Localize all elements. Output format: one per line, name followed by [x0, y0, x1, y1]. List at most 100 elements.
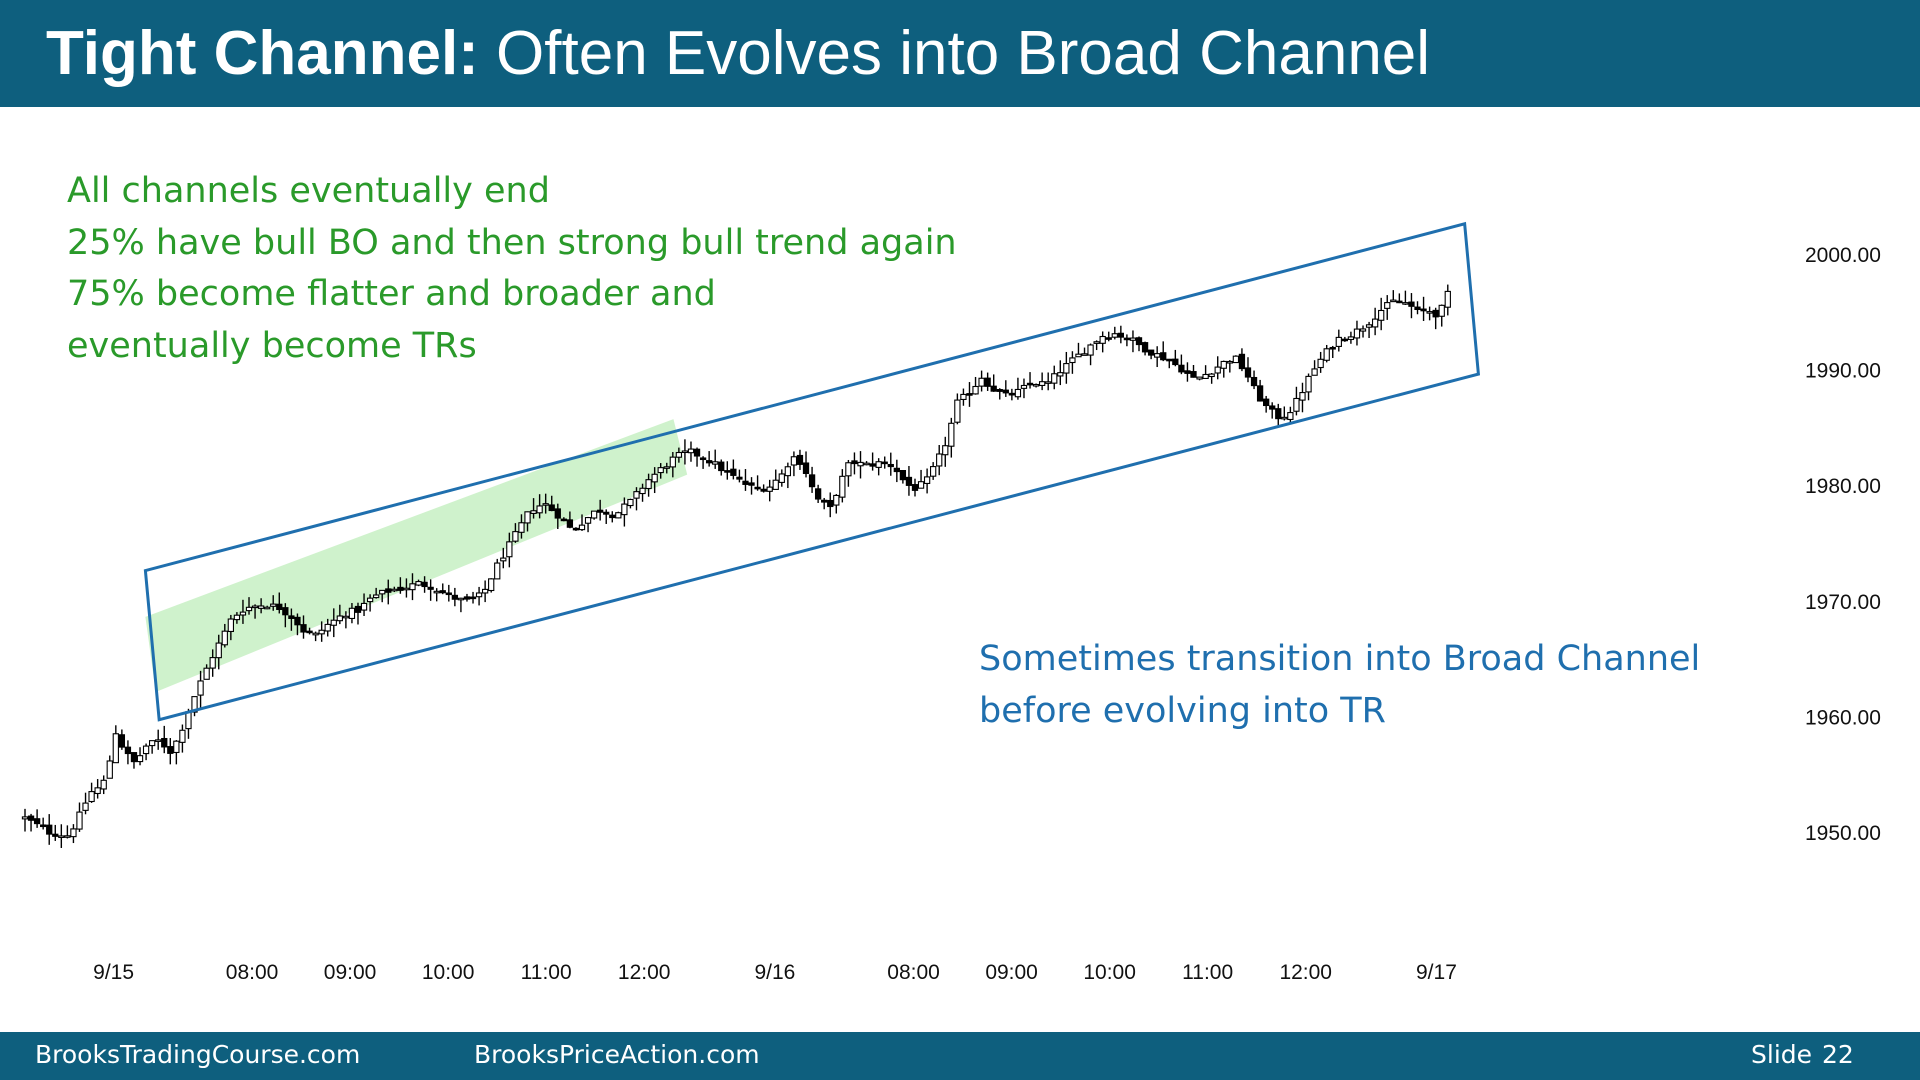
candle [718, 459, 725, 476]
candle [615, 511, 622, 519]
candle-body [1365, 324, 1373, 328]
candle-body [1075, 353, 1082, 358]
candle-body [1214, 366, 1221, 374]
candle-body [554, 508, 561, 519]
candle-body [233, 614, 241, 621]
candle [1057, 360, 1064, 386]
candle [288, 608, 295, 631]
candle-body [572, 527, 580, 531]
candle-body [1099, 335, 1106, 344]
price-chart: 2000.00 1990.00 1980.00 1970.00 1960.00 1950.… [21, 221, 1881, 984]
candle [693, 447, 701, 467]
candle [167, 738, 174, 765]
candle-body [82, 802, 89, 811]
candle [1347, 331, 1355, 344]
candle [257, 598, 265, 614]
candle [112, 725, 119, 764]
x-tick-label: 11:00 [1182, 961, 1233, 984]
candle-body [221, 630, 228, 646]
candle-body [1057, 372, 1064, 377]
candle-body [1038, 381, 1046, 386]
candle [1238, 348, 1246, 372]
candle [475, 586, 483, 606]
candle [1269, 402, 1276, 419]
candle-body [1347, 336, 1355, 341]
y-tick-label: 1980.00 [1805, 475, 1881, 498]
candle-body [730, 468, 737, 476]
candle [597, 499, 604, 521]
candle [494, 558, 501, 580]
candle [324, 618, 331, 637]
candle [1244, 357, 1252, 383]
candle-body [385, 588, 392, 593]
candle-body [463, 596, 471, 600]
candle-body [264, 606, 271, 610]
x-tick-label: 12:00 [1279, 961, 1332, 984]
candle-body [1329, 346, 1336, 350]
candle [651, 467, 658, 494]
candle-body [469, 596, 477, 600]
candle-body [899, 470, 907, 481]
candle-body [1045, 381, 1052, 384]
candle-body [276, 603, 283, 611]
candle [578, 514, 586, 531]
candle [463, 593, 471, 602]
candle [512, 523, 519, 543]
candle [251, 604, 259, 619]
candle-body [1123, 337, 1131, 341]
candle-body [481, 588, 489, 594]
candle-body [718, 461, 725, 472]
candle-body [560, 518, 567, 522]
candle-body [663, 466, 670, 469]
candle-body [94, 787, 101, 795]
candle-body [875, 461, 882, 468]
candle [427, 579, 434, 601]
candle-body [1178, 364, 1185, 373]
candle-body [1438, 304, 1445, 317]
candle-body [566, 519, 574, 528]
candle-body [64, 835, 71, 838]
candle [500, 547, 507, 569]
candle-body [21, 816, 29, 820]
candle-body [742, 480, 749, 485]
candle-body [270, 603, 277, 607]
candle [88, 782, 95, 803]
candle-body [1341, 338, 1349, 342]
candle-body [1232, 355, 1240, 364]
footer-bar: BrooksTradingCourse.com BrooksPriceActio… [0, 1032, 1920, 1080]
candle [1160, 341, 1167, 362]
candle-body [942, 445, 949, 456]
candle [736, 469, 743, 483]
candle [227, 614, 234, 641]
candle [524, 511, 531, 532]
candle [100, 775, 107, 795]
candle [948, 417, 955, 458]
y-tick-label: 1960.00 [1805, 706, 1881, 729]
candle [46, 814, 53, 845]
candle [784, 462, 792, 489]
candle-body [148, 740, 156, 747]
candle-body [185, 711, 192, 730]
candle [657, 463, 664, 479]
footer-site-1[interactable]: BrooksTradingCourse.com [35, 1040, 361, 1069]
candle-body [142, 745, 150, 755]
candle-body [155, 739, 162, 742]
candle-body [905, 476, 913, 486]
candle-body [197, 680, 204, 696]
footer-site-2[interactable]: BrooksPriceAction.com [474, 1040, 760, 1069]
candle-body [100, 779, 107, 790]
candle [70, 824, 77, 844]
candle [1281, 406, 1288, 421]
candle-body [1263, 398, 1270, 407]
candle [548, 495, 555, 512]
candle [1359, 325, 1367, 338]
candle [1069, 351, 1076, 374]
candle [64, 825, 71, 839]
candle [1335, 329, 1342, 352]
candle-body [124, 746, 132, 755]
candle [348, 603, 356, 624]
candle [1432, 307, 1439, 330]
candle [1014, 377, 1022, 400]
candle-body [996, 389, 1003, 392]
candle-body [161, 737, 168, 748]
